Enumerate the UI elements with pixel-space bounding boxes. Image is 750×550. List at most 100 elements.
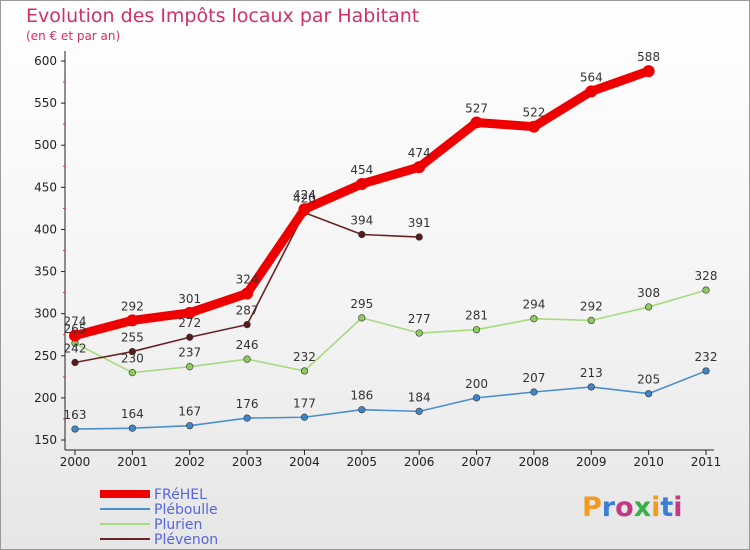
x-tick-label: 2011: [691, 455, 722, 469]
y-tick-label: 200: [34, 391, 57, 405]
data-label-pléboulle: 205: [637, 373, 660, 387]
data-label-plévenon: 420: [293, 192, 316, 206]
data-point-plévenon: [128, 347, 136, 356]
data-point-pléboulle: [186, 422, 194, 430]
data-point-plévenon: [358, 230, 366, 239]
data-label-pléboulle: 184: [408, 390, 431, 404]
x-tick-label: 2008: [519, 455, 550, 469]
data-point-fréhel: [241, 287, 254, 300]
data-label-plurien: 328: [695, 269, 718, 283]
logo-text: Proxiti: [582, 492, 683, 523]
data-point-plévenon: [186, 333, 194, 341]
data-label-pléboulle: 176: [236, 397, 259, 411]
data-point-plurien: [300, 367, 309, 375]
data-point-plurien: [415, 329, 423, 337]
data-label-plévenon: 287: [236, 304, 259, 318]
data-label-fréhel: 424: [293, 188, 316, 202]
data-point-plévenon: [415, 233, 423, 241]
chart-subtitle: (en € et par an): [26, 29, 120, 43]
data-point-pléboulle: [358, 406, 366, 414]
data-label-plurien: 230: [121, 352, 144, 366]
x-tick-label: 2001: [117, 455, 148, 469]
data-label-pléboulle: 232: [695, 350, 718, 364]
data-point-pléboulle: [415, 407, 423, 415]
y-tick-label: 600: [34, 54, 57, 68]
x-tick-label: 2003: [232, 455, 263, 469]
y-tick-label: 550: [34, 96, 57, 110]
data-point-plurien: [702, 286, 710, 294]
data-point-fréhel: [527, 120, 540, 133]
data-label-pléboulle: 163: [64, 408, 87, 422]
series-line-plurien: [74, 289, 707, 374]
data-label-fréhel: 527: [465, 101, 488, 115]
y-tick-label: 400: [34, 222, 57, 236]
data-point-pléboulle: [587, 383, 595, 391]
x-tick-label: 2009: [576, 455, 607, 469]
data-label-plurien: 308: [637, 286, 660, 300]
data-point-pléboulle: [300, 413, 309, 421]
data-label-plévenon: 255: [121, 331, 144, 345]
data-point-pléboulle: [472, 394, 481, 402]
data-point-pléboulle: [530, 388, 538, 396]
x-tick-label: 2006: [404, 455, 435, 469]
data-point-fréhel: [183, 306, 196, 319]
data-point-plurien: [472, 326, 481, 334]
data-label-plévenon: 394: [350, 213, 373, 227]
y-tick-label: 350: [34, 265, 57, 279]
data-point-plurien: [186, 363, 194, 371]
chart-title: Evolution des Impôts locaux par Habitant: [26, 5, 419, 27]
data-label-plévenon: 391: [408, 216, 431, 230]
data-point-fréhel: [642, 65, 655, 78]
data-point-fréhel: [126, 314, 139, 327]
data-point-fréhel: [585, 85, 598, 98]
x-tick-label: 2002: [174, 455, 205, 469]
data-point-pléboulle: [71, 425, 79, 433]
data-label-plurien: 295: [350, 297, 373, 311]
data-label-plurien: 294: [522, 298, 545, 312]
data-label-fréhel: 474: [408, 146, 431, 160]
data-label-fréhel: 324: [236, 272, 259, 286]
data-point-pléboulle: [702, 367, 710, 375]
data-point-fréhel: [69, 329, 81, 342]
data-label-plurien: 237: [178, 346, 201, 360]
x-tick-label: 2004: [289, 455, 320, 469]
data-label-fréhel: 292: [121, 299, 144, 313]
x-tick-label: 2010: [633, 455, 664, 469]
data-label-plurien: 292: [580, 299, 603, 313]
data-point-plurien: [530, 315, 538, 323]
y-tick-label: 450: [34, 180, 57, 194]
data-label-plurien: 277: [408, 312, 431, 326]
data-label-plurien: 281: [465, 309, 488, 323]
legend-label: Plévenon: [154, 532, 218, 548]
data-label-plurien: 246: [236, 338, 259, 352]
data-label-pléboulle: 186: [350, 389, 373, 403]
legend-label: Plurien: [154, 517, 202, 533]
data-point-fréhel: [470, 116, 483, 129]
data-point-fréhel: [355, 177, 368, 190]
data-label-fréhel: 588: [637, 50, 660, 64]
data-label-fréhel: 301: [178, 292, 201, 306]
data-label-pléboulle: 177: [293, 396, 316, 410]
legend-label: FRéHEL: [154, 487, 207, 503]
y-tick-label: 150: [34, 433, 57, 447]
data-point-plurien: [358, 314, 366, 322]
data-point-plurien: [128, 369, 136, 377]
data-label-pléboulle: 200: [465, 377, 488, 391]
data-point-fréhel: [413, 161, 426, 174]
axes: 150 200 250 300 350 400 450 500 550 600 2000 2001 20…: [34, 51, 721, 469]
data-point-plurien: [645, 303, 653, 311]
x-tick-label: 2005: [347, 455, 378, 469]
data-label-plurien: 265: [64, 322, 87, 336]
series-line-pléboulle: [74, 370, 707, 430]
data-label-plurien: 232: [293, 350, 316, 364]
data-label-pléboulle: 167: [178, 405, 201, 419]
data-label-fréhel: 454: [350, 163, 373, 177]
data-label-fréhel: 522: [522, 106, 545, 120]
x-tick-label: 2000: [60, 455, 91, 469]
proxiti-logo: Proxiti: [582, 492, 683, 523]
data-point-pléboulle: [128, 424, 136, 432]
data-point-fréhel: [298, 203, 311, 216]
data-label-pléboulle: 164: [121, 407, 144, 421]
